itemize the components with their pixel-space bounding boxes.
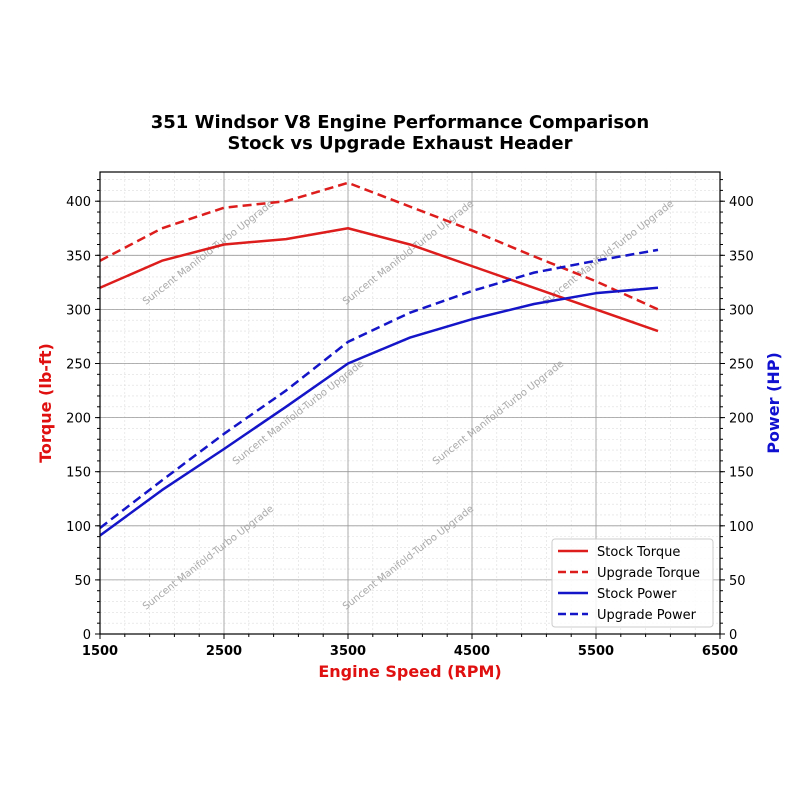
y-tick-label-left: 100 [66, 520, 91, 535]
legend-label: Stock Power [597, 587, 677, 602]
y-tick-label-right: 150 [729, 466, 754, 481]
x-tick-label: 3500 [330, 644, 366, 659]
y-tick-label-left: 0 [83, 628, 91, 643]
y-tick-label-left: 200 [66, 412, 91, 427]
y-tick-label-right: 400 [729, 195, 754, 210]
x-tick-label: 4500 [454, 644, 490, 659]
series-line-stock-power [99, 286, 659, 537]
y-tick-label-left: 50 [74, 574, 91, 589]
y-tick-label-left: 300 [66, 303, 91, 318]
watermark-text: Suncent Manifold-Turbo Upgrade [431, 359, 566, 468]
watermark-text: Suncent Manifold-Turbo Upgrade [141, 199, 276, 308]
y-tick-label-right: 100 [729, 520, 754, 535]
plot-frame [99, 171, 721, 635]
x-tick-label: 1500 [82, 644, 118, 659]
y-tick-label-right: 50 [729, 574, 746, 589]
legend-box [551, 538, 714, 628]
y-tick-label-left: 150 [66, 466, 91, 481]
chart-subtitle: Stock vs Upgrade Exhaust Header [228, 133, 573, 154]
series-line-upgrade-power [99, 248, 659, 529]
x-axis-label: Engine Speed (RPM) [318, 662, 501, 681]
legend: Stock Torque Upgrade Torque Stock Power Upg… [551, 538, 714, 628]
legend-label: Upgrade Power [597, 608, 697, 623]
y-tick-label-left: 250 [66, 358, 91, 373]
y-tick-label-left: 350 [66, 249, 91, 264]
y-axis-label-right: Power (HP) [764, 352, 783, 454]
y-tick-label-right: 300 [729, 303, 754, 318]
series-line-upgrade-torque [99, 181, 659, 311]
x-tick-label: 6500 [702, 644, 738, 659]
series-lines [99, 181, 659, 537]
legend-label: Upgrade Torque [597, 566, 700, 581]
legend-label: Stock Torque [597, 545, 680, 560]
y-axis-label-left: Torque (lb-ft) [36, 343, 55, 463]
watermark-text: Suncent Manifold-Turbo Upgrade [341, 199, 476, 308]
x-tick-label: 5500 [578, 644, 614, 659]
y-tick-label-right: 350 [729, 249, 754, 264]
y-tick-label-right: 0 [729, 628, 737, 643]
y-tick-label-left: 400 [66, 195, 91, 210]
y-tick-label-right: 200 [729, 412, 754, 427]
y-tick-label-right: 250 [729, 358, 754, 373]
chart-title: 351 Windsor V8 Engine Performance Compar… [151, 112, 649, 133]
watermark-text: Suncent Manifold-Turbo Upgrade [231, 359, 366, 468]
x-tick-label: 2500 [206, 644, 242, 659]
